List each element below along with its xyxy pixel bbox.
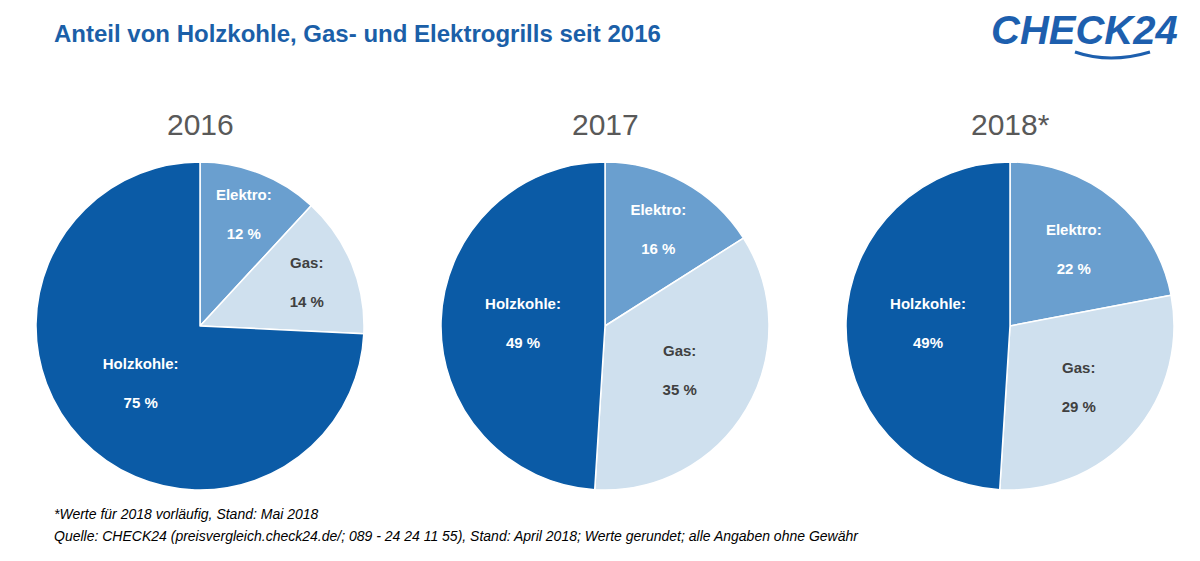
svg-text:Quelle: CHECK24 (preisvergleic: Quelle: CHECK24 (preisvergleich.check24.… (54, 528, 859, 544)
svg-text:Elektro:22 %: Elektro:22 % (1046, 221, 1102, 277)
svg-text:Anteil von Holzkohle, Gas- und: Anteil von Holzkohle, Gas- und Elektrogr… (54, 20, 661, 47)
svg-text:2018*: 2018* (971, 108, 1050, 141)
svg-text:Gas:35 %: Gas:35 % (663, 342, 697, 398)
svg-text:Holzkohle:49 %: Holzkohle:49 % (485, 295, 561, 351)
svg-text:Holzkohle:49%: Holzkohle:49% (890, 295, 966, 351)
svg-text:Elektro:16 %: Elektro:16 % (630, 201, 686, 257)
svg-text:2017: 2017 (572, 108, 639, 141)
svg-text:CHECK24: CHECK24 (991, 8, 1178, 52)
svg-text:*Werte für 2018 vorläufig, Sta: *Werte für 2018 vorläufig, Stand: Mai 20… (54, 506, 319, 522)
svg-text:Holzkohle:75 %: Holzkohle:75 % (103, 355, 179, 411)
svg-text:Elektro:12 %: Elektro:12 % (216, 186, 272, 242)
svg-text:2016: 2016 (167, 108, 234, 141)
svg-text:Gas:14 %: Gas:14 % (290, 254, 324, 310)
svg-text:Gas:29 %: Gas:29 % (1062, 359, 1096, 415)
